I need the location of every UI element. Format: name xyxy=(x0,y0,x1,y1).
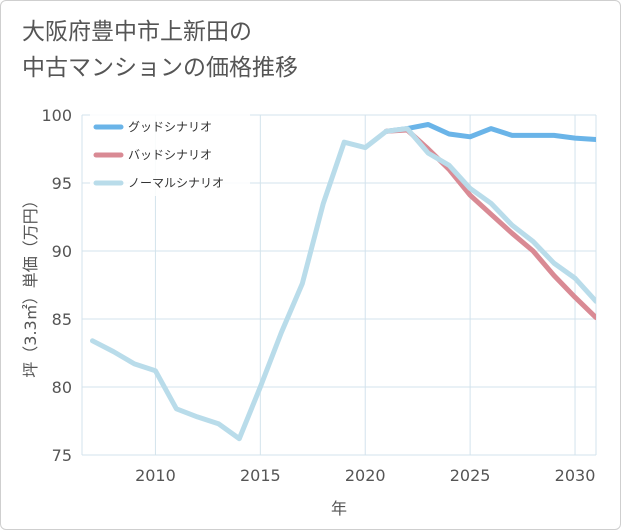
y-tick-label: 80 xyxy=(52,378,72,397)
x-axis-label: 年 xyxy=(331,499,347,518)
chart-title: 大阪府豊中市上新田の 中古マンションの価格推移 xyxy=(22,14,298,86)
series-line-3 xyxy=(90,126,596,442)
y-axis-label: 坪（3.3㎡）単価（万円） xyxy=(21,192,40,377)
y-tick-label: 85 xyxy=(52,310,72,329)
x-tick-label: 2010 xyxy=(135,466,176,485)
legend-label-3: ノーマルシナリオ xyxy=(128,176,224,190)
y-tick-label: 90 xyxy=(52,242,72,261)
y-tick-label: 75 xyxy=(52,446,72,465)
y-tick-label: 95 xyxy=(52,174,72,193)
chart-title-line-1: 大阪府豊中市上新田の xyxy=(22,19,252,45)
series-lines xyxy=(90,122,596,442)
chart-title-line-2: 中古マンションの価格推移 xyxy=(22,55,298,81)
series-line-2 xyxy=(383,127,596,321)
x-tick-label: 2030 xyxy=(555,466,596,485)
legend-label-1: グッドシナリオ xyxy=(128,120,212,134)
x-tick-label: 2020 xyxy=(345,466,386,485)
y-tick-label: 100 xyxy=(41,106,72,125)
x-tick-label: 2025 xyxy=(450,466,491,485)
x-tick-label: 2015 xyxy=(240,466,281,485)
legend-label-2: バッドシナリオ xyxy=(128,148,212,162)
tick-labels: 75 80 85 90 95 100 2010 2015 2020 2025 2030 xyxy=(41,106,595,485)
series-line-1 xyxy=(383,122,596,142)
